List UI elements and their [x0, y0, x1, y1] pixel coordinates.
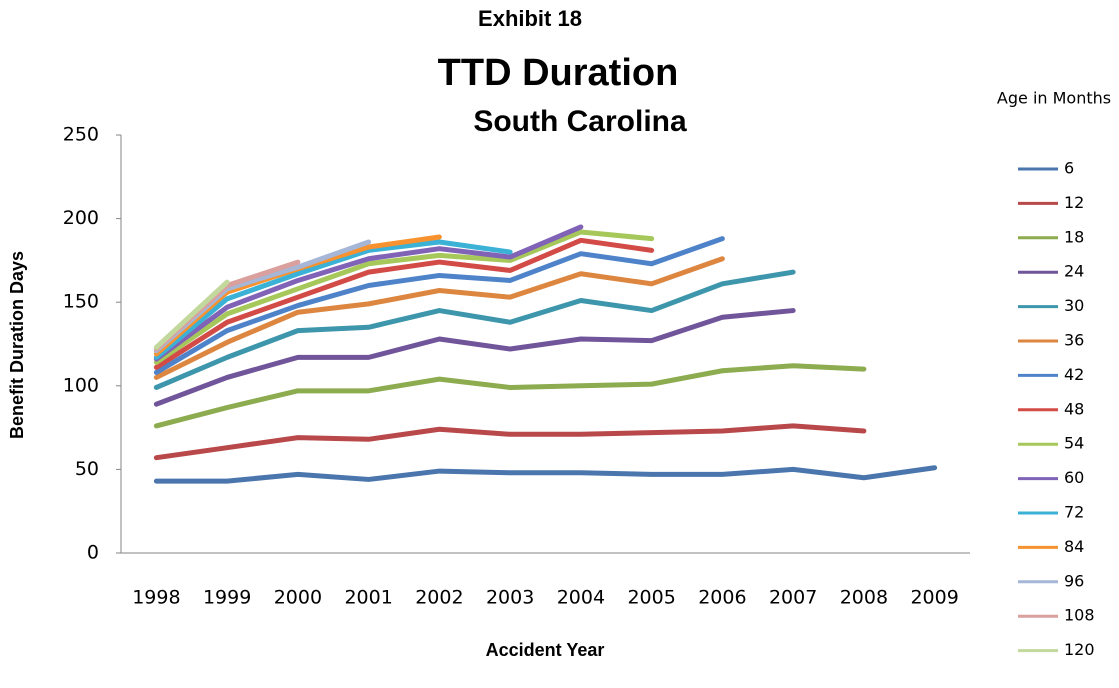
- legend-label: 72: [1064, 503, 1084, 522]
- series-line: [153, 237, 655, 370]
- x-tick-label: 1999: [203, 587, 251, 609]
- legend-label: 60: [1064, 468, 1084, 487]
- exhibit-label: Exhibit 18: [478, 6, 582, 31]
- series-line: [153, 236, 725, 375]
- x-axis-label: Accident Year: [486, 640, 605, 660]
- x-tick-label: 2005: [627, 587, 675, 609]
- y-tick-label: 100: [63, 374, 99, 396]
- x-tick-label: 2008: [840, 587, 888, 609]
- legend-label: 96: [1064, 571, 1084, 590]
- legend-label: 12: [1064, 193, 1084, 212]
- series-line: [153, 465, 938, 484]
- x-tick-label: 2009: [910, 587, 958, 609]
- x-tick-label: 2004: [557, 587, 605, 609]
- x-tick-label: 1998: [132, 587, 180, 609]
- y-tick-label: 0: [87, 542, 99, 564]
- legend-label: 18: [1064, 227, 1084, 246]
- chart-title: TTD Duration: [438, 52, 679, 94]
- legend-label: 42: [1064, 365, 1084, 384]
- y-tick-label: 50: [75, 458, 99, 480]
- x-tick-label: 2006: [698, 587, 746, 609]
- y-tick-label: 200: [63, 207, 99, 229]
- legend-label: 84: [1064, 537, 1084, 556]
- y-tick-label: 150: [63, 291, 99, 313]
- series-line: [153, 229, 655, 365]
- chart-subtitle: South Carolina: [473, 105, 687, 138]
- legend-label: 54: [1064, 434, 1084, 453]
- legend-label: 30: [1064, 296, 1084, 315]
- y-axis-label: Benefit Duration Days: [7, 251, 27, 439]
- series-line: [153, 363, 867, 429]
- x-tick-label: 2003: [486, 587, 534, 609]
- series-line: [153, 308, 796, 407]
- x-tick-label: 2001: [344, 587, 392, 609]
- x-tick-label: 2000: [274, 587, 322, 609]
- series-line: [153, 279, 230, 350]
- x-tick-label: 2007: [769, 587, 817, 609]
- legend-label: 120: [1064, 640, 1095, 659]
- legend-label: 6: [1064, 159, 1074, 178]
- series-line: [153, 256, 725, 380]
- legend-label: 108: [1064, 606, 1095, 625]
- legend-label: 24: [1064, 262, 1084, 281]
- x-tick-label: 2002: [415, 587, 463, 609]
- legend-label: 48: [1064, 399, 1084, 418]
- y-tick-label: 250: [63, 124, 99, 146]
- series-line: [153, 423, 867, 461]
- series-line: [153, 269, 796, 390]
- legend-label: 36: [1064, 331, 1084, 350]
- series-line: [153, 224, 584, 362]
- series-line: [153, 239, 513, 360]
- legend-title: Age in Months: [997, 89, 1111, 108]
